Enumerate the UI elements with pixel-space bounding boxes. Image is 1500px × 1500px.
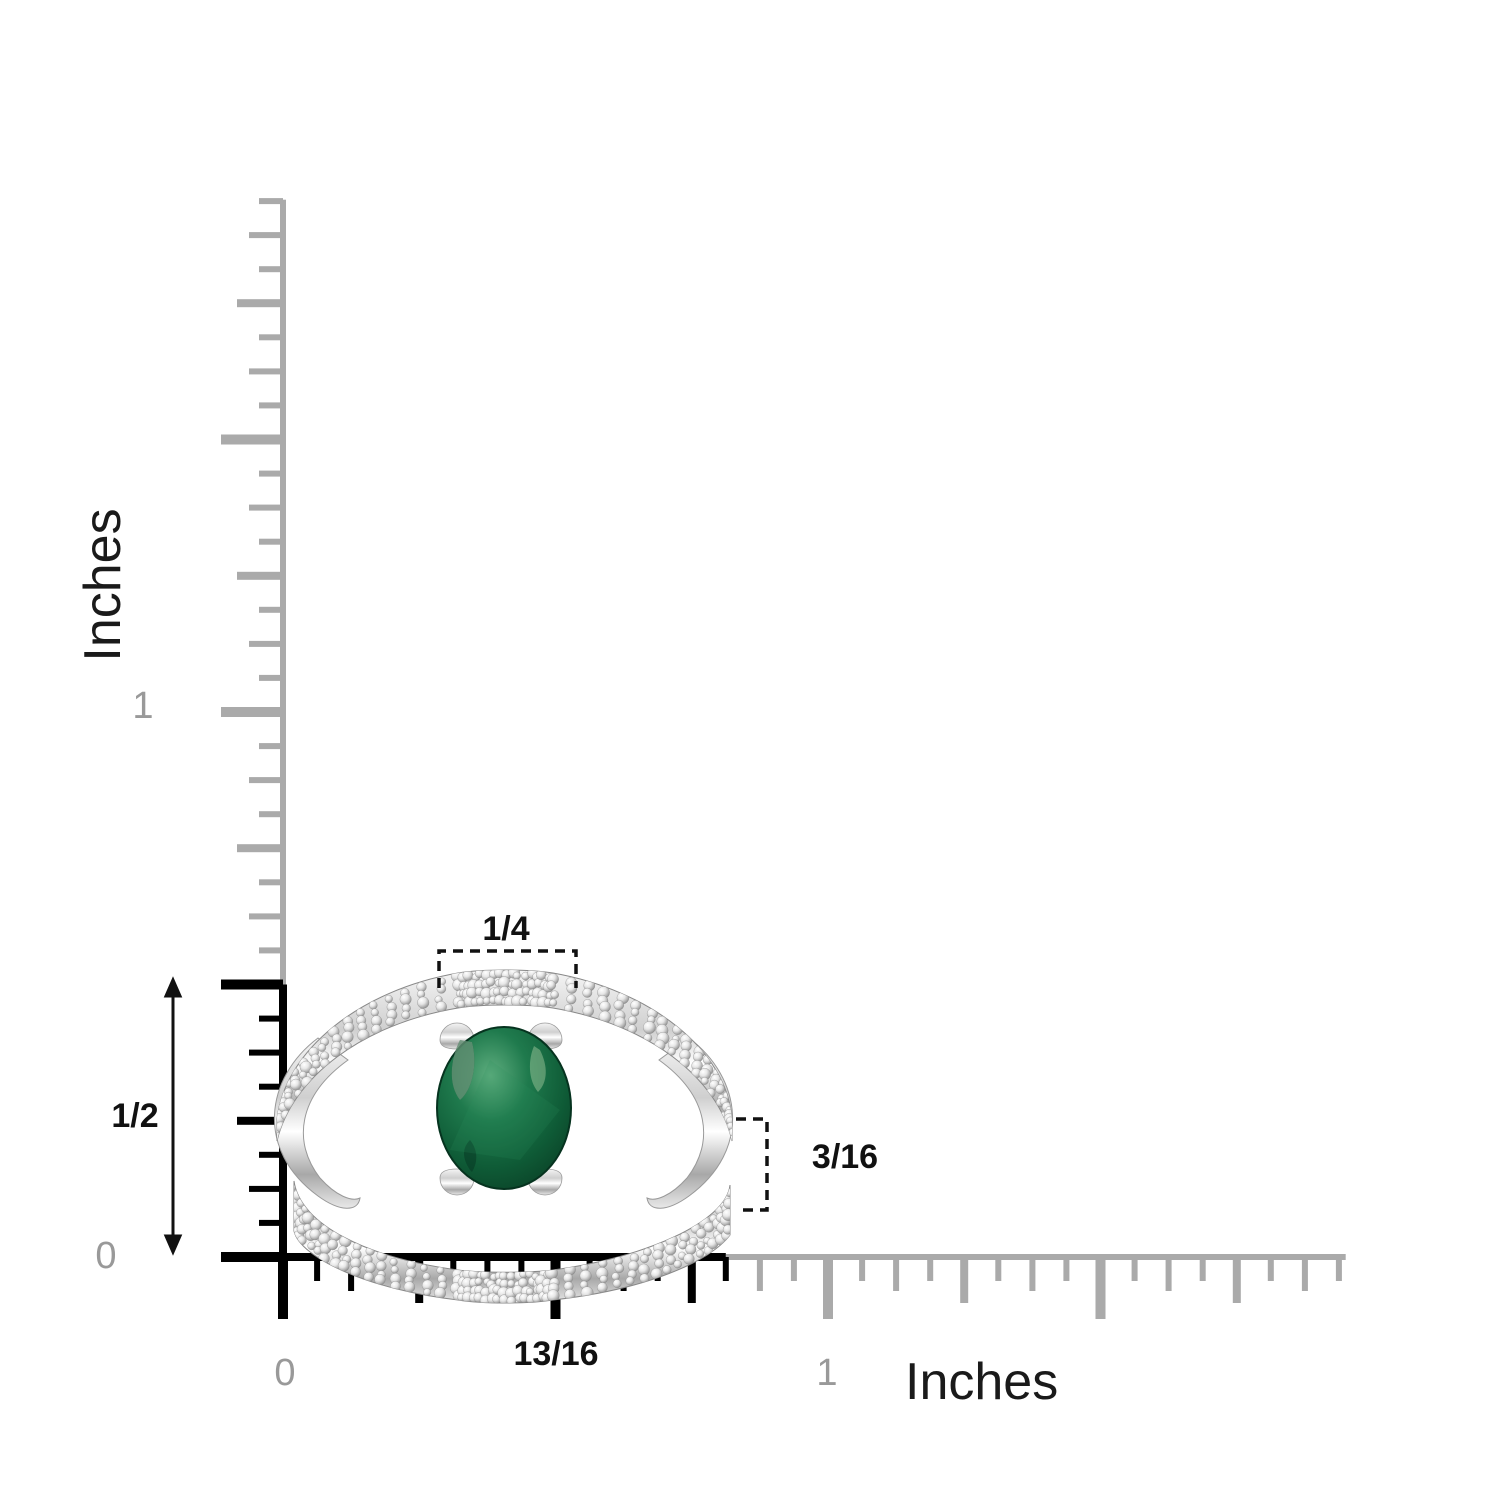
svg-text:Inches: Inches — [74, 508, 132, 661]
svg-text:1/4: 1/4 — [482, 910, 529, 948]
svg-text:1: 1 — [816, 1352, 837, 1394]
svg-text:1/2: 1/2 — [111, 1097, 158, 1135]
svg-text:1: 1 — [132, 685, 153, 727]
svg-text:13/16: 13/16 — [513, 1335, 598, 1373]
svg-text:3/16: 3/16 — [812, 1138, 878, 1176]
svg-text:Inches: Inches — [905, 1353, 1058, 1411]
svg-text:0: 0 — [274, 1352, 295, 1394]
svg-text:0: 0 — [95, 1235, 116, 1277]
